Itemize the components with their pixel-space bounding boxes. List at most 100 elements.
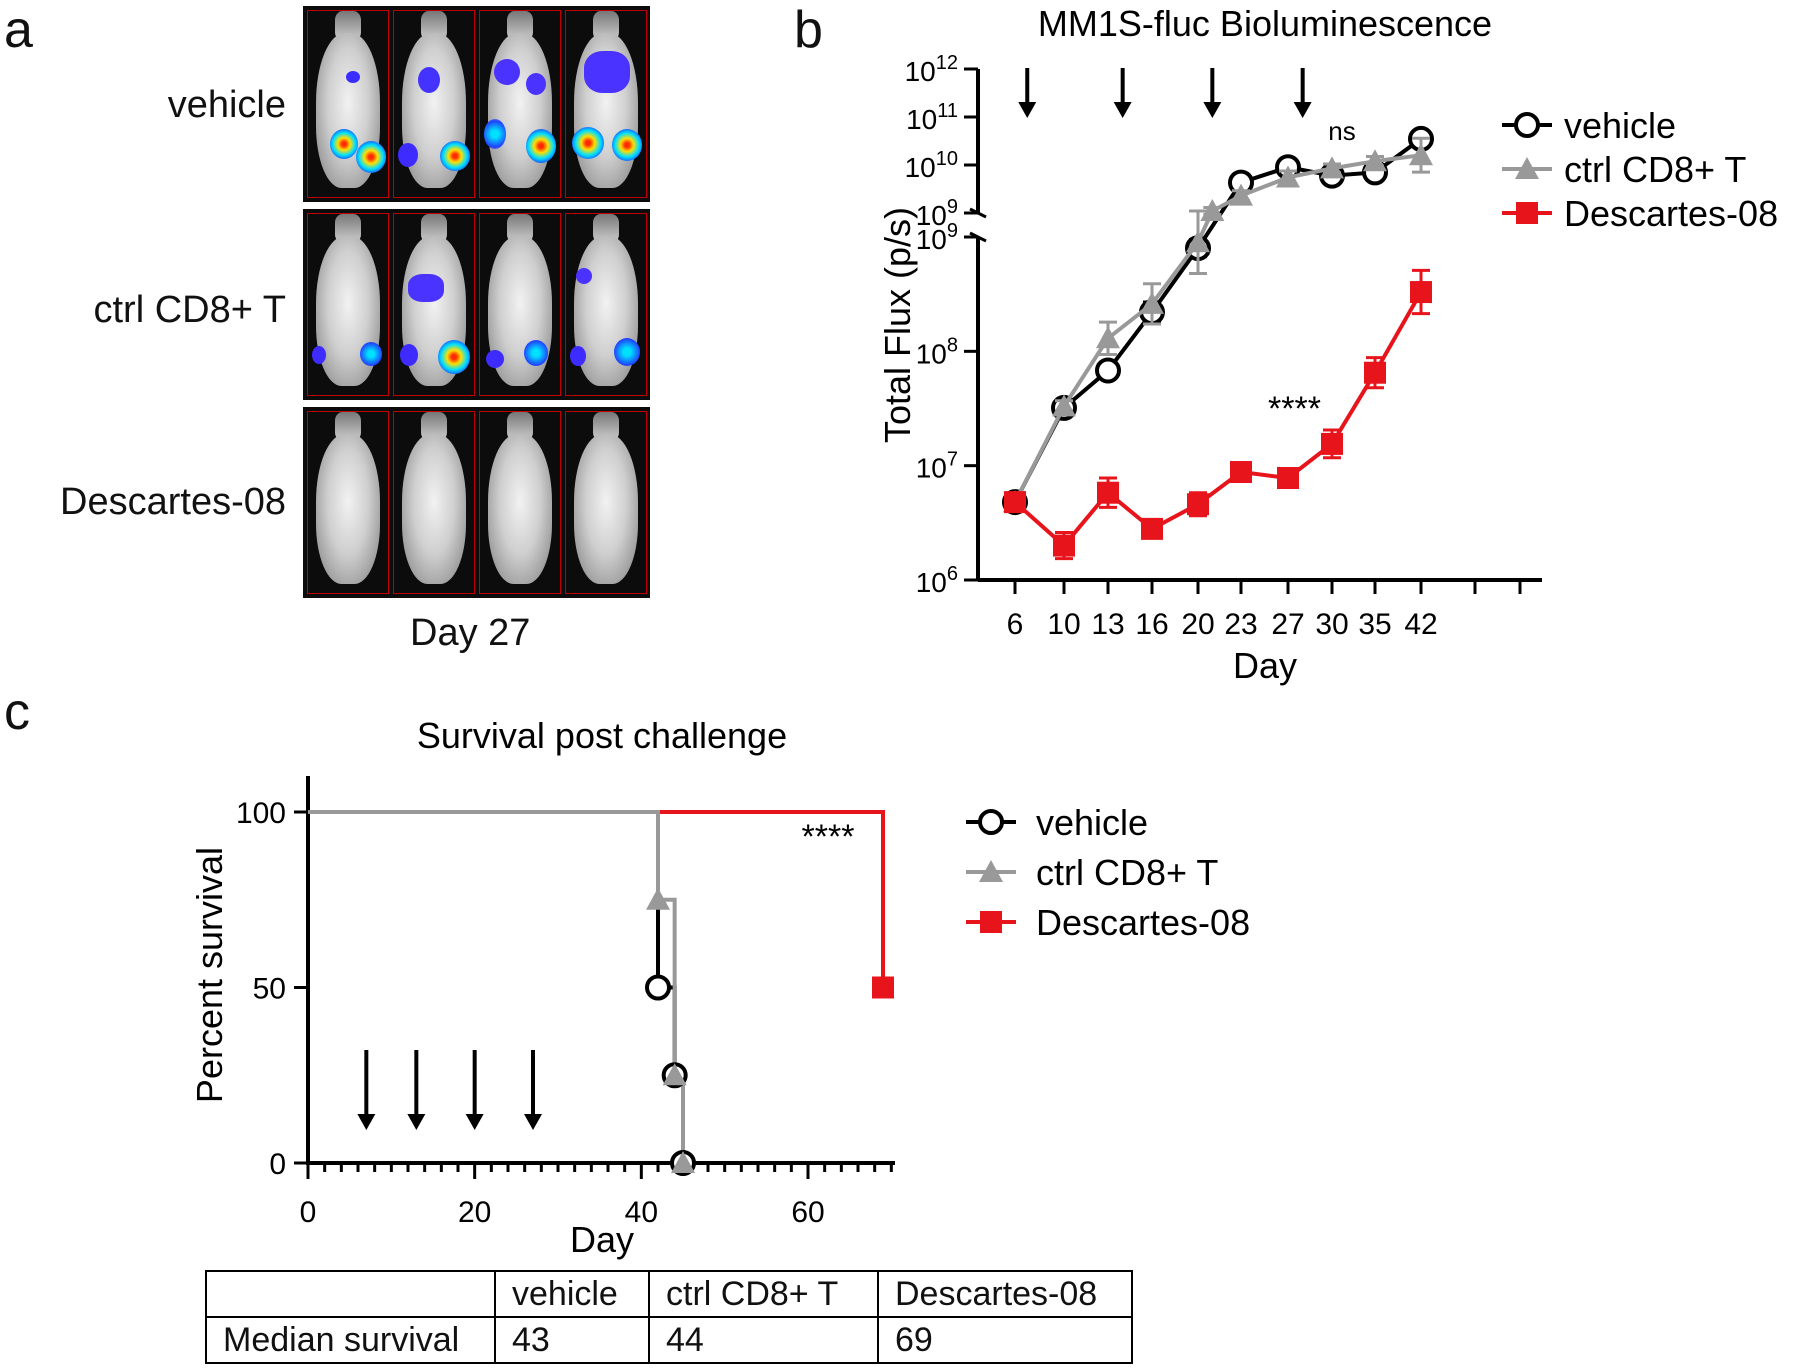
table-header-cell: vehicle	[494, 1270, 650, 1318]
data-point	[671, 1151, 695, 1173]
data-point	[1364, 361, 1386, 384]
x-tick-label: 10	[1047, 608, 1080, 641]
data-point	[1363, 149, 1387, 172]
legend-label: Descartes-08	[1036, 902, 1250, 943]
legend-swatch-marker	[1515, 157, 1539, 179]
row-label-ctrl: ctrl CD8+ T	[93, 289, 286, 331]
y-tick-label: 107	[916, 449, 958, 484]
imaging-caption: Day 27	[410, 612, 531, 654]
data-point	[1229, 183, 1253, 206]
y-tick-label: 50	[253, 973, 286, 1006]
y-tick-label: 100	[236, 797, 286, 830]
significance-annotation: ****	[1268, 390, 1321, 428]
y-tick-label: 108	[916, 334, 958, 369]
legend-label: Descartes-08	[1564, 193, 1778, 234]
imaging-panel-descartes	[303, 407, 650, 598]
x-tick-label: 20	[458, 1196, 491, 1229]
chart-title: MM1S-fluc Bioluminescence	[1038, 3, 1492, 44]
treatment-arrow-icon	[524, 1050, 542, 1130]
table-row-label: Median survival	[205, 1316, 496, 1364]
x-tick-label: 42	[1404, 608, 1437, 641]
data-point	[1186, 230, 1210, 253]
data-point	[1409, 143, 1433, 166]
significance-annotation: ****	[802, 818, 855, 856]
survival-chart: Survival post challenge 0 50 100 0 20 40 60 Day P…	[189, 715, 1250, 1260]
legend-label: ctrl CD8+ T	[1564, 149, 1746, 190]
imaging-panel-ctrl	[303, 209, 650, 400]
data-point	[1321, 432, 1343, 455]
data-point	[1004, 491, 1026, 514]
row-label-vehicle: vehicle	[167, 84, 286, 126]
treatment-arrow-icon	[357, 1050, 376, 1130]
x-tick-label: 40	[625, 1196, 658, 1229]
treatment-arrow-icon	[465, 1050, 484, 1130]
imaging-panel-vehicle	[303, 6, 650, 202]
data-point	[645, 974, 671, 1001]
data-point	[1095, 357, 1121, 384]
legend-label: vehicle	[1564, 105, 1676, 146]
data-point	[1140, 291, 1164, 314]
x-tick-label: 6	[1007, 608, 1024, 641]
survival-step-line	[308, 810, 685, 1163]
x-tick-label: 20	[1181, 608, 1214, 641]
data-point	[1410, 281, 1432, 304]
x-tick-label: 0	[300, 1196, 317, 1229]
data-point	[1097, 481, 1119, 504]
table-row: Median survival 43 44 69	[205, 1316, 1133, 1364]
data-point	[1096, 326, 1120, 349]
x-tick-label: 27	[1271, 608, 1304, 641]
x-tick-label: 16	[1135, 608, 1168, 641]
x-tick-label: 23	[1224, 608, 1257, 641]
legend-swatch-marker	[1514, 112, 1540, 138]
significance-annotation: ns	[1328, 116, 1355, 146]
table-cell: 43	[494, 1316, 650, 1364]
table-cell: 69	[877, 1316, 1133, 1364]
treatment-arrow-icon	[1113, 68, 1132, 118]
data-point	[1276, 165, 1300, 188]
legend-swatch-marker	[979, 860, 1003, 882]
series-line	[1013, 291, 1423, 549]
legend-swatch-marker	[1516, 202, 1538, 224]
bioluminescence-chart: MM1S-fluc Bioluminescence106107108109109…	[877, 3, 1778, 686]
table-header-row: vehicle ctrl CD8+ T Descartes-08	[205, 1270, 1133, 1318]
legend-swatch-marker	[980, 911, 1002, 933]
treatment-arrow-icon	[1203, 68, 1222, 118]
row-label-descartes: Descartes-08	[60, 481, 286, 523]
data-point	[1053, 534, 1075, 557]
treatment-arrow-icon	[1293, 68, 1312, 118]
y-tick-label: 109	[916, 220, 958, 255]
series-line	[1013, 137, 1423, 504]
y-axis-label: Total Flux (p/s)	[877, 207, 918, 443]
data-point	[1052, 394, 1076, 417]
survival-step-line	[308, 810, 885, 988]
survival-step-line	[308, 810, 685, 1163]
data-point	[1141, 517, 1163, 540]
y-tick-label: 106	[916, 563, 958, 598]
data-point	[1230, 461, 1252, 484]
treatment-arrow-icon	[407, 1050, 426, 1130]
table-header-cell: Descartes-08	[877, 1270, 1133, 1318]
legend-swatch-marker	[978, 809, 1004, 835]
panel-label-c: c	[4, 683, 30, 741]
y-axis-label: Percent survival	[189, 847, 230, 1103]
data-point	[1277, 467, 1299, 490]
legend-label: ctrl CD8+ T	[1036, 852, 1218, 893]
table-header-cell: ctrl CD8+ T	[648, 1270, 879, 1318]
x-tick-label: 13	[1091, 608, 1124, 641]
panel-label-a: a	[4, 1, 33, 59]
y-tick-label: 1011	[906, 100, 958, 135]
x-tick-label: 60	[791, 1196, 824, 1229]
x-tick-label: 30	[1315, 608, 1348, 641]
panel-label-b: b	[794, 1, 823, 59]
median-survival-table: vehicle ctrl CD8+ T Descartes-08 Median …	[205, 1270, 1133, 1364]
y-tick-label: 1012	[905, 52, 958, 87]
table-cell: 44	[648, 1316, 879, 1364]
data-point	[646, 887, 670, 910]
table-header-cell	[205, 1270, 496, 1318]
treatment-arrow-icon	[1018, 68, 1037, 118]
y-tick-label: 109	[916, 196, 958, 231]
data-point	[1320, 156, 1344, 179]
x-axis-label: Day	[1233, 645, 1297, 686]
y-tick-label: 1010	[905, 148, 958, 183]
y-tick-label: 0	[269, 1148, 286, 1181]
